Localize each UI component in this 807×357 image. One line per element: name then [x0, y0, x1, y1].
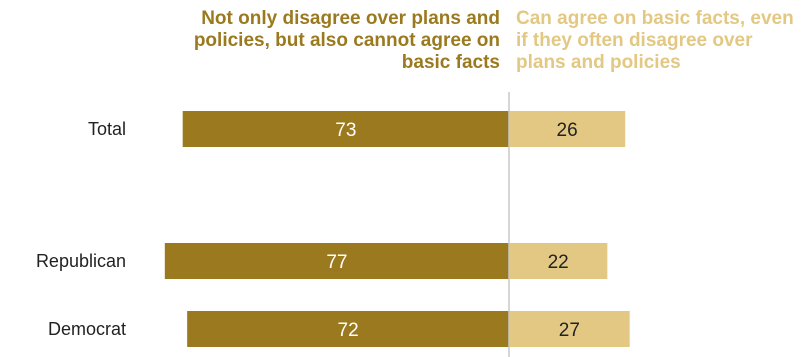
bar-disagree-facts-democrat [187, 311, 509, 347]
value-label-agree-facts-republican: 22 [548, 252, 569, 273]
value-label-disagree-facts-total: 73 [335, 120, 356, 141]
value-label-disagree-facts-democrat: 72 [338, 320, 359, 341]
bar-agree-facts-republican [509, 243, 608, 279]
category-label-total: Total [88, 119, 126, 139]
series-header-agree-facts: Can agree on basic facts, even if they o… [516, 8, 794, 73]
category-label-democrat: Democrat [48, 319, 126, 339]
value-label-agree-facts-total: 26 [557, 120, 578, 141]
bar-disagree-facts-republican [164, 243, 509, 279]
bar-agree-facts-democrat [509, 311, 630, 347]
value-label-agree-facts-democrat: 27 [559, 320, 580, 341]
series-header-disagree-facts: Not only disagree over plans and policie… [193, 8, 500, 73]
value-label-disagree-facts-republican: 77 [326, 252, 347, 273]
bar-agree-facts-total [509, 111, 626, 147]
category-label-republican: Republican [36, 251, 126, 271]
bar-disagree-facts-total [182, 111, 509, 147]
